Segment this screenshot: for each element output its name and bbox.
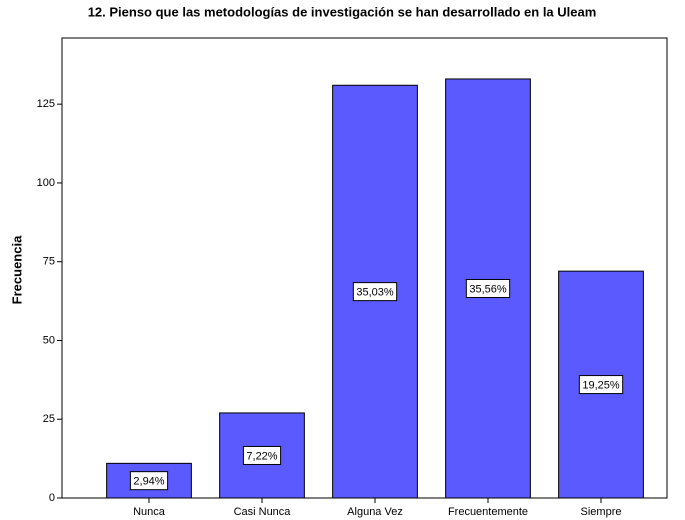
chart-title: 12. Pienso que las metodologías de inves… — [88, 4, 597, 19]
data-label: 7,22% — [246, 450, 277, 462]
data-label: 19,25% — [582, 379, 620, 391]
data-label: 35,03% — [356, 287, 394, 299]
x-tick-label: Frecuentemente — [448, 506, 528, 518]
y-tick-label: 75 — [43, 256, 55, 268]
data-label: 35,56% — [469, 283, 507, 295]
x-tick-label: Alguna Vez — [347, 506, 403, 518]
y-axis-label: Frecuencia — [9, 235, 24, 304]
x-tick-label: Casi Nunca — [234, 506, 292, 518]
data-label-box — [465, 278, 511, 298]
data-label: 2,94% — [133, 476, 164, 488]
data-label-box — [242, 445, 282, 465]
data-label-box — [578, 375, 624, 395]
y-tick-label: 25 — [43, 413, 55, 425]
y-tick-label: 100 — [37, 177, 55, 189]
x-tick-label: Nunca — [133, 506, 166, 518]
x-tick-label: Siempre — [581, 506, 622, 518]
data-label-box — [352, 282, 398, 302]
y-tick-label: 50 — [43, 334, 55, 346]
data-label-box — [129, 471, 169, 491]
y-tick-label: 0 — [49, 492, 55, 504]
y-tick-label: 125 — [37, 98, 55, 110]
